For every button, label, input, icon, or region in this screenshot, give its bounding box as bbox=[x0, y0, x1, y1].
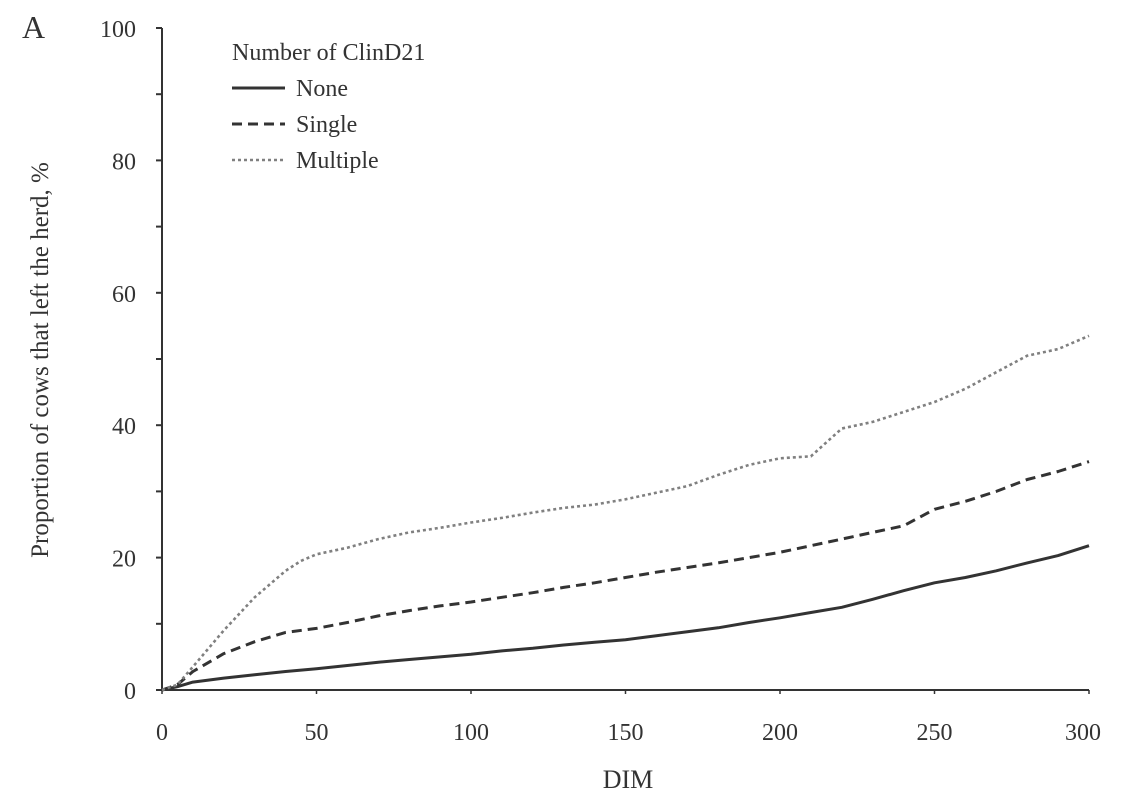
legend-label-none: None bbox=[296, 76, 348, 102]
x-tick-label: 0 bbox=[156, 720, 168, 746]
panel-label: A bbox=[22, 9, 45, 45]
legend-items: None Single Multiple bbox=[232, 76, 379, 174]
x-tick-label: 200 bbox=[762, 720, 798, 746]
legend-title: Number of ClinD21 bbox=[232, 40, 425, 66]
x-tick-label: 50 bbox=[305, 720, 329, 746]
y-tick-label: 60 bbox=[112, 282, 136, 308]
y-axis-label: Proportion of cows that left the herd, % bbox=[27, 162, 54, 558]
x-tick-label: 300 bbox=[1065, 720, 1101, 746]
legend: Number of ClinD21 None Single Multiple bbox=[232, 40, 425, 174]
legend-label-single: Single bbox=[296, 112, 357, 138]
y-tick-label: 20 bbox=[112, 547, 136, 573]
y-tick-label: 80 bbox=[112, 149, 136, 175]
series-group bbox=[161, 334, 1090, 692]
y-tick-label: 0 bbox=[124, 679, 136, 705]
series-line-none bbox=[161, 544, 1090, 692]
legend-label-multiple: Multiple bbox=[296, 148, 379, 174]
series-line-single bbox=[161, 460, 1090, 692]
x-axis-label: DIM bbox=[603, 765, 654, 794]
x-tick-label: 100 bbox=[453, 720, 489, 746]
series-line-multiple bbox=[161, 334, 1090, 692]
y-tick-label: 100 bbox=[100, 17, 136, 43]
y-ticks: 0 20 40 60 80 100 bbox=[100, 17, 162, 705]
y-tick-label: 40 bbox=[112, 414, 136, 440]
x-tick-label: 250 bbox=[917, 720, 953, 746]
x-ticks: 0 50 100 150 200 250 300 bbox=[156, 690, 1101, 746]
x-tick-label: 150 bbox=[608, 720, 644, 746]
